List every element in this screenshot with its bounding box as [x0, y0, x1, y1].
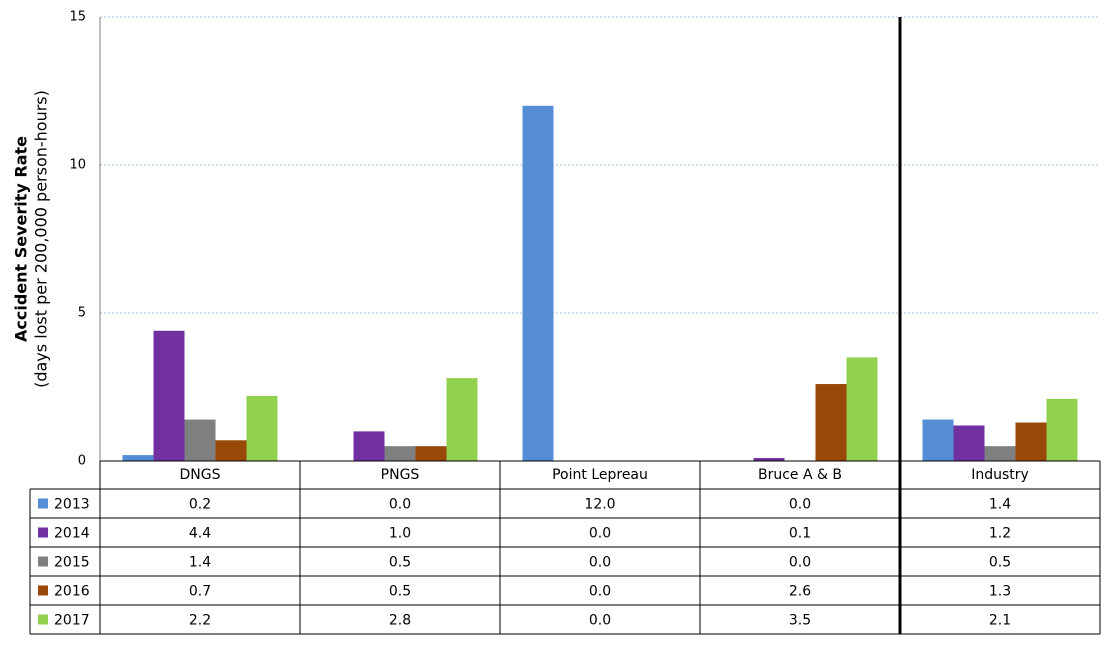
table-value: 0.0 [589, 555, 611, 571]
bar [215, 440, 247, 461]
table-value: 12.0 [584, 497, 615, 513]
x-tick-label: Bruce A & B [758, 467, 842, 483]
table-value: 1.3 [989, 584, 1011, 600]
table-value: 0.0 [789, 555, 811, 571]
x-tick-label: Point Lepreau [552, 467, 648, 483]
y-tick-label: 10 [69, 158, 86, 173]
bar [522, 105, 554, 462]
table-value: 0.0 [589, 526, 611, 542]
bar [953, 425, 985, 461]
y-axis-title: Accident Severity Rate (days lost per 20… [12, 90, 51, 388]
table-value: 1.0 [389, 526, 411, 542]
bar [353, 431, 385, 461]
legend-swatch [38, 614, 48, 625]
legend-swatch [38, 556, 48, 567]
table-value: 1.4 [989, 497, 1011, 513]
table-value: 0.5 [389, 584, 411, 600]
table-value: 0.5 [389, 555, 411, 571]
legend-label: 2013 [54, 497, 90, 513]
bar [1046, 398, 1078, 461]
x-tick-label: PNGS [381, 467, 420, 483]
legend-swatch [38, 498, 48, 509]
table-value: 0.0 [389, 497, 411, 513]
bar [246, 395, 278, 461]
table-value: 2.6 [789, 584, 811, 600]
legend-swatch [38, 585, 48, 596]
y-label: Accident Severity Rate [12, 136, 31, 342]
legend-label: 2014 [54, 526, 90, 542]
table-value: 1.4 [189, 555, 211, 571]
y-sublabel: (days lost per 200,000 person-hours) [32, 90, 51, 388]
bar [384, 446, 416, 461]
table-value: 0.2 [189, 497, 211, 513]
bar [984, 446, 1016, 461]
table-value: 0.5 [989, 555, 1011, 571]
legend-label: 2015 [54, 555, 90, 571]
table-value: 2.1 [989, 613, 1011, 629]
x-tick-label: Industry [971, 467, 1029, 483]
bar [815, 384, 847, 461]
legend-label: 2016 [54, 584, 90, 600]
bar [753, 458, 785, 461]
table-value: 3.5 [789, 613, 811, 629]
bar [446, 378, 478, 461]
y-tick-label: 5 [78, 306, 86, 321]
y-tick-label: 15 [69, 10, 86, 25]
bar [846, 357, 878, 461]
bar [153, 330, 185, 461]
table-value: 0.0 [789, 497, 811, 513]
bar [184, 419, 216, 461]
bar [415, 446, 447, 461]
table-value: 0.7 [189, 584, 211, 600]
table-value: 4.4 [189, 526, 211, 542]
x-tick-label: DNGS [180, 467, 221, 483]
table-value: 1.2 [989, 526, 1011, 542]
bar [922, 419, 954, 461]
table-value: 0.0 [589, 613, 611, 629]
legend-label: 2017 [54, 613, 90, 629]
table-value: 0.0 [589, 584, 611, 600]
bar [1015, 422, 1047, 461]
table-value: 2.2 [189, 613, 211, 629]
table-value: 2.8 [389, 613, 411, 629]
table-value: 0.1 [789, 526, 811, 542]
y-tick-label: 0 [78, 454, 86, 469]
bar [122, 455, 154, 461]
legend-swatch [38, 527, 48, 538]
